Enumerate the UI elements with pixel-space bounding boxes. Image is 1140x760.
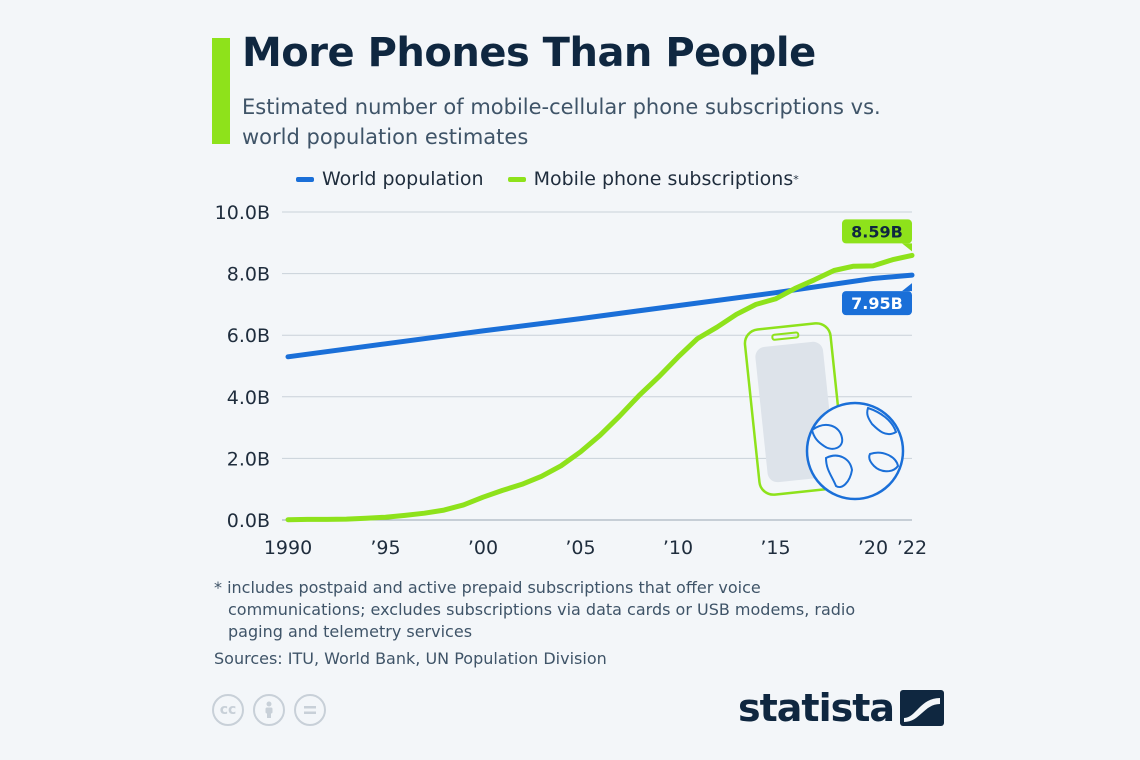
legend-label-population: World population [322,168,484,190]
end-label-population-box [842,291,912,316]
statista-wordmark: statista [738,686,895,730]
end-label-pointer [902,283,912,292]
no-derivatives-icon[interactable] [294,694,326,726]
legend-swatch-population [296,176,314,182]
series-line-population [285,272,915,360]
creative-commons-icon-label: cc [219,702,237,718]
y-tick-label: 6.0B [227,325,270,347]
footnote: * includes postpaid and active prepaid s… [214,577,894,643]
globe-continent-4 [868,451,900,473]
legend-swatch-mobile [507,176,526,182]
legend-item-population: World population [296,168,484,190]
end-label-mobile-box [842,219,912,244]
x-tick-label: ’22 [897,537,927,559]
statista-logo-mark [900,690,945,726]
license-icons: cc [212,694,335,726]
end-label-population: 7.95B [851,294,903,313]
statista-logo[interactable]: statista [738,686,945,730]
attribution-icon[interactable] [253,694,285,726]
x-tick-label: ’05 [565,537,595,559]
equals-glyph [304,706,316,714]
x-tick-label: ’00 [468,537,498,559]
page-subtitle: Estimated number of mobile-cellular phon… [242,95,881,149]
footnote-line-1: * includes postpaid and active prepaid s… [214,578,761,597]
grid-layer [282,211,912,521]
globe-continent-2 [866,406,898,436]
y-tick-label: 0.0B [227,510,270,532]
attribution-person-glyph [265,701,273,718]
x-tick-label: 1990 [264,537,312,559]
phone-illustration-speaker [771,331,800,341]
legend-label-mobile: Mobile phone subscriptions [533,168,794,190]
page-title: More Phones Than People [242,30,816,76]
y-tick-label: 10.0B [215,202,270,224]
sources-note: Sources: ITU, World Bank, UN Population … [214,649,607,668]
phone-globe-illustration [743,322,905,501]
x-tick-label: ’10 [663,537,693,559]
y-tick-label: 4.0B [227,387,270,409]
globe-continent-1 [810,423,844,450]
y-tick-label: 8.0B [227,264,270,286]
legend-item-mobile: Mobile phone subscriptions * [507,168,799,190]
creative-commons-icon[interactable]: cc [212,694,244,726]
y-tick-label: 2.0B [227,448,270,470]
title-accent-bar [212,38,230,144]
end-label-mobile: 8.59B [851,222,903,241]
footnote-continuation: communications; excludes subscriptions v… [228,600,856,641]
legend-asterisk: * [793,172,799,186]
x-tick-label: ’15 [760,537,790,559]
globe-continent-3 [824,454,854,488]
x-tick-label: ’95 [370,537,400,559]
phone-illustration-frame [743,322,847,496]
end-label-pointer [902,243,912,252]
series-layer [285,252,915,523]
chart-legend: World population Mobile phone subscripti… [296,166,823,192]
globe-illustration [805,401,905,501]
series-line-mobile [285,252,915,523]
label-layer: 0.0B 2.0B 4.0B 6.0B 8.0B 10.0B 1990 ’95 ’00 ’05 ’1… [215,202,927,559]
x-tick-label: ’20 [858,537,888,559]
